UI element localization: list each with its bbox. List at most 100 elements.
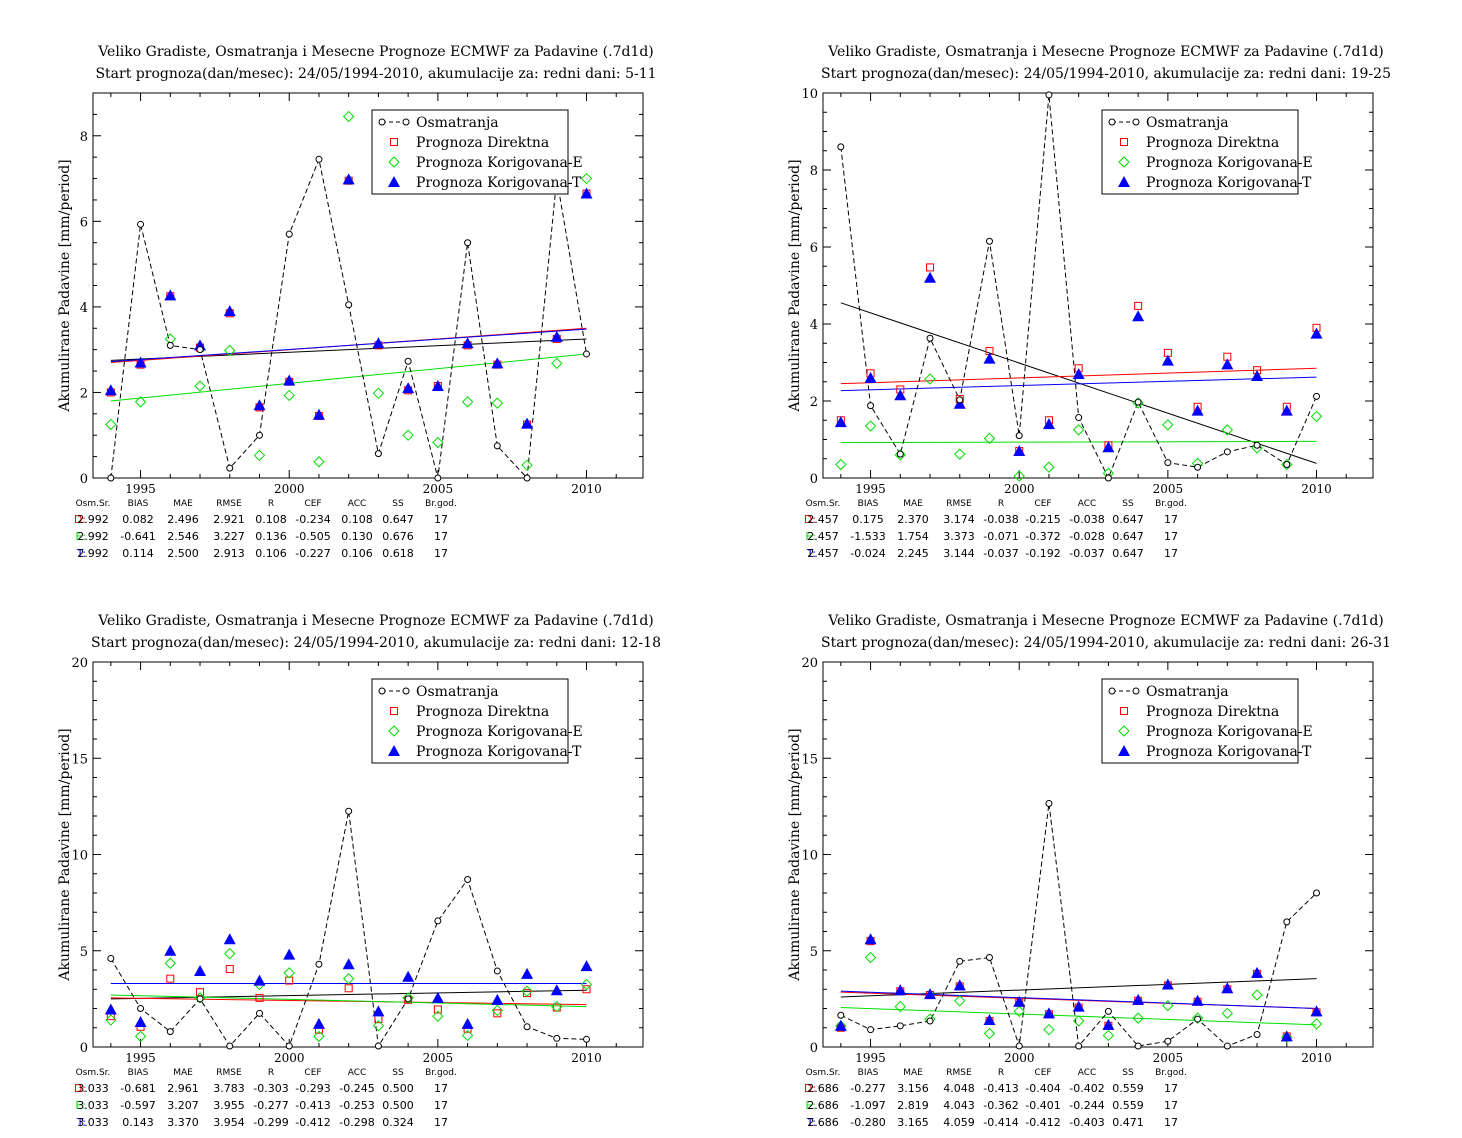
stats-cell: -0.505 — [295, 530, 330, 543]
stats-cell: -0.277 — [253, 1099, 288, 1112]
chart-title: Veliko Gradiste, Osmatranja i Mesecne Pr… — [97, 44, 654, 60]
corr-e-point — [835, 458, 847, 471]
chart-panel-2: Veliko Gradiste, Osmatranja i Mesecne Pr… — [787, 44, 1391, 560]
stats-header-cell: BIAS — [128, 499, 149, 509]
observed-point — [523, 1023, 531, 1031]
observed-point — [226, 1042, 234, 1050]
corr-e-point — [551, 357, 563, 370]
legend-label: Prognoza Korigovana-E — [1146, 724, 1313, 740]
direct-point — [433, 1005, 442, 1014]
stats-header-cell: SS — [1122, 1068, 1134, 1078]
corr-e-point — [1043, 461, 1055, 473]
corr-e-point — [983, 1027, 996, 1040]
corr-e-point — [402, 429, 414, 441]
observed-point — [315, 960, 323, 968]
stats-cell: -0.038 — [983, 513, 1018, 526]
x-tick-label: 2005 — [1153, 482, 1184, 496]
observed-point — [404, 995, 412, 1003]
corr-e-point — [580, 172, 593, 185]
corr-t-point — [372, 337, 385, 349]
stats-cell: 3.370 — [167, 1116, 199, 1129]
corr-e-point — [461, 1029, 474, 1042]
stats-header-cell: MAE — [903, 1068, 923, 1078]
stats-cell: 2.457 — [807, 530, 839, 543]
stats-header-cell: R — [268, 1068, 274, 1078]
trend-line-corr-e — [110, 994, 587, 1008]
corr-t-point — [1072, 1000, 1085, 1012]
legend-label: Prognoza Korigovana-E — [1146, 155, 1313, 171]
corr-t-point — [1221, 358, 1234, 370]
y-tick-label: 10 — [801, 849, 818, 864]
chart-panel-4: Veliko Gradiste, Osmatranja i Mesecne Pr… — [787, 613, 1391, 1129]
stats-cell: 3.373 — [943, 530, 975, 543]
stats-cell: 3.156 — [897, 1082, 929, 1095]
observed-point — [107, 474, 115, 482]
stats-cell: -0.404 — [1025, 1082, 1060, 1095]
stats-cell: 17 — [1164, 513, 1178, 526]
corr-t-point — [491, 357, 504, 369]
stats-header-cell: ACC — [1078, 1068, 1097, 1078]
legend-label: Prognoza Korigovana-T — [1146, 175, 1312, 191]
stats-cell: 17 — [434, 1099, 448, 1112]
chart-subtitle: Start prognoza(dan/mesec): 24/05/1994-20… — [95, 66, 656, 82]
y-tick-label: 5 — [810, 945, 818, 960]
corr-e-point — [432, 1010, 444, 1022]
stats-cell: -0.253 — [339, 1099, 374, 1112]
legend-marker-observed — [1132, 118, 1140, 126]
corr-t-point — [924, 988, 937, 1000]
legend-marker-corr-t — [388, 176, 400, 187]
corr-t-point — [372, 1005, 385, 1017]
chart-subtitle: Start prognoza(dan/mesec): 24/05/1994-20… — [821, 635, 1391, 651]
legend-marker-observed — [402, 687, 410, 695]
trend-line-corr-t — [110, 328, 587, 363]
legend-label: Prognoza Direktna — [1146, 135, 1279, 151]
corr-t-point — [983, 1014, 996, 1026]
stats-cell: -0.192 — [1025, 547, 1060, 560]
corr-t-point — [1072, 368, 1085, 380]
observed-point — [1223, 1042, 1231, 1050]
y-tick-label: 15 — [71, 752, 88, 767]
corr-t-point — [894, 984, 907, 996]
observed-point — [464, 239, 472, 247]
direct-point — [255, 993, 264, 1002]
corr-e-point — [983, 432, 996, 445]
corr-e-point — [432, 436, 444, 449]
corr-e-point — [164, 957, 177, 969]
observed-point — [107, 954, 115, 962]
observed-series-line — [110, 157, 588, 480]
corr-t-point — [1251, 369, 1264, 381]
observed-point — [255, 431, 263, 439]
corr-t-point — [1161, 354, 1174, 366]
corr-e-point — [283, 967, 295, 979]
y-tick-label: 10 — [71, 849, 88, 864]
direct-point — [166, 974, 175, 983]
corr-t-point — [194, 964, 207, 976]
observed-point — [1283, 461, 1291, 469]
corr-e-point — [194, 992, 206, 1004]
observed-point — [434, 474, 442, 482]
observed-point — [1104, 474, 1112, 482]
stats-cell: 0.136 — [255, 530, 287, 543]
observed-point — [1045, 91, 1053, 99]
stats-cell: 2.961 — [167, 1082, 199, 1095]
stats-cell: 3.165 — [897, 1116, 929, 1129]
observed-point — [374, 450, 382, 458]
legend-marker-corr-t — [1118, 176, 1130, 187]
corr-t-point — [1132, 310, 1145, 322]
corr-t-point — [223, 305, 236, 317]
observed-point — [1194, 463, 1202, 471]
observed-point — [345, 301, 353, 309]
corr-t-point — [104, 1003, 117, 1015]
observed-point — [404, 357, 412, 365]
observed-point — [867, 402, 875, 410]
stats-cell: 0.500 — [382, 1082, 414, 1095]
corr-e-point — [134, 1030, 147, 1043]
stats-cell: 0.143 — [122, 1116, 154, 1129]
observed-point — [285, 230, 293, 238]
stats-header-cell: R — [268, 499, 274, 509]
stats-cell: -0.401 — [1025, 1099, 1060, 1112]
stats-cell: -0.215 — [1025, 513, 1060, 526]
corr-e-point — [372, 1020, 385, 1032]
corr-t-point — [580, 187, 593, 199]
